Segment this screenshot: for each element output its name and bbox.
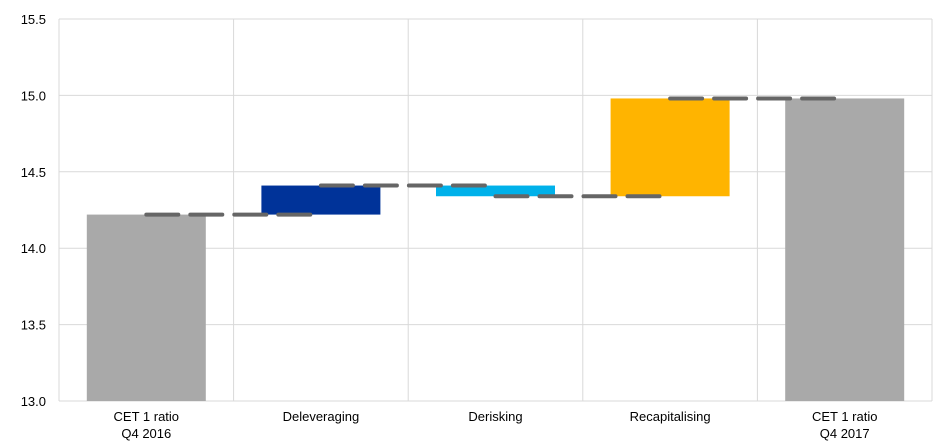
x-axis-labels: CET 1 ratio Q4 2016 Deleveraging Derisking R…: [114, 409, 878, 441]
bar-4: [610, 98, 730, 197]
y-tick-label: 13.5: [21, 318, 46, 333]
x-category-label: CET 1 ratio Q4 2017: [812, 409, 878, 441]
bars: [86, 98, 905, 402]
connector-lines: [144, 96, 847, 217]
x-category-label: CET 1 ratio Q4 2016: [114, 409, 180, 441]
bar-1: [86, 214, 206, 401]
x-category-label: Recapitalising: [630, 409, 711, 424]
x-category-label: Derisking: [468, 409, 522, 424]
y-axis-ticks: 13.0 13.5 14.0 14.5 15.0 15.5: [21, 12, 46, 409]
y-tick-label: 15.5: [21, 12, 46, 27]
y-tick-label: 13.0: [21, 394, 46, 409]
bar-2: [261, 185, 381, 215]
x-category-label: Deleveraging: [283, 409, 360, 424]
y-tick-label: 14.5: [21, 165, 46, 180]
y-tick-label: 15.0: [21, 88, 46, 103]
y-tick-label: 14.0: [21, 241, 46, 256]
bar-5: [785, 98, 905, 402]
bar-3: [436, 185, 555, 197]
